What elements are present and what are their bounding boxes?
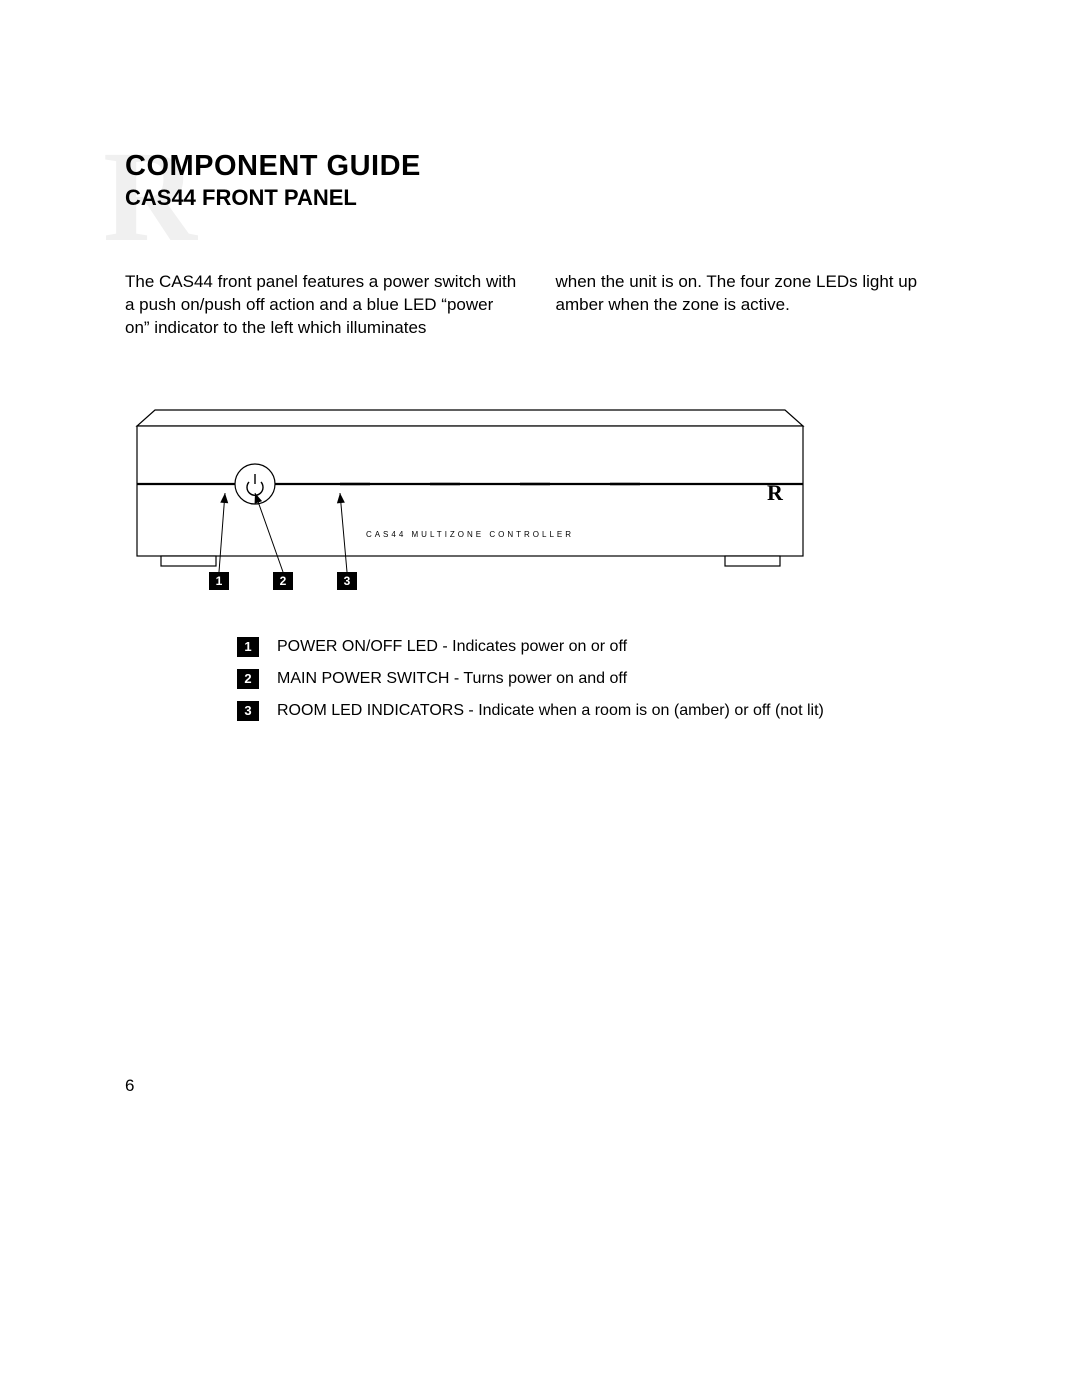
legend-number: 3 [237, 701, 259, 721]
legend-row: 2 MAIN POWER SWITCH - Turns power on and… [237, 669, 950, 689]
legend-number: 2 [237, 669, 259, 689]
legend-text: POWER ON/OFF LED - Indicates power on or… [277, 638, 627, 656]
svg-text:2: 2 [280, 574, 287, 588]
legend-row: 3 ROOM LED INDICATORS - Indicate when a … [237, 701, 950, 721]
body-col-2: when the unit is on. The four zone LEDs … [556, 271, 951, 340]
svg-text:CAS44 MULTIZONE CONTROLLER: CAS44 MULTIZONE CONTROLLER [366, 530, 574, 539]
legend-number: 1 [237, 637, 259, 657]
svg-text:R: R [767, 480, 784, 505]
body-text: The CAS44 front panel features a power s… [125, 271, 950, 340]
body-col-1: The CAS44 front panel features a power s… [125, 271, 520, 340]
title-sub: CAS44 FRONT PANEL [125, 185, 950, 211]
diagram-svg: CAS44 MULTIZONE CONTROLLER R 1 2 3 [125, 392, 815, 602]
legend-row: 1 POWER ON/OFF LED - Indicates power on … [237, 637, 950, 657]
title-main: COMPONENT GUIDE [125, 150, 950, 183]
title-block: COMPONENT GUIDE CAS44 FRONT PANEL [125, 150, 950, 211]
svg-text:1: 1 [216, 574, 223, 588]
svg-text:3: 3 [344, 574, 351, 588]
legend: 1 POWER ON/OFF LED - Indicates power on … [237, 637, 950, 721]
legend-text: MAIN POWER SWITCH - Turns power on and o… [277, 670, 627, 688]
front-panel-diagram: CAS44 MULTIZONE CONTROLLER R 1 2 3 [125, 392, 950, 607]
page-content: R COMPONENT GUIDE CAS44 FRONT PANEL The … [125, 150, 950, 733]
legend-text: ROOM LED INDICATORS - Indicate when a ro… [277, 702, 824, 720]
page-number: 6 [125, 1076, 134, 1096]
